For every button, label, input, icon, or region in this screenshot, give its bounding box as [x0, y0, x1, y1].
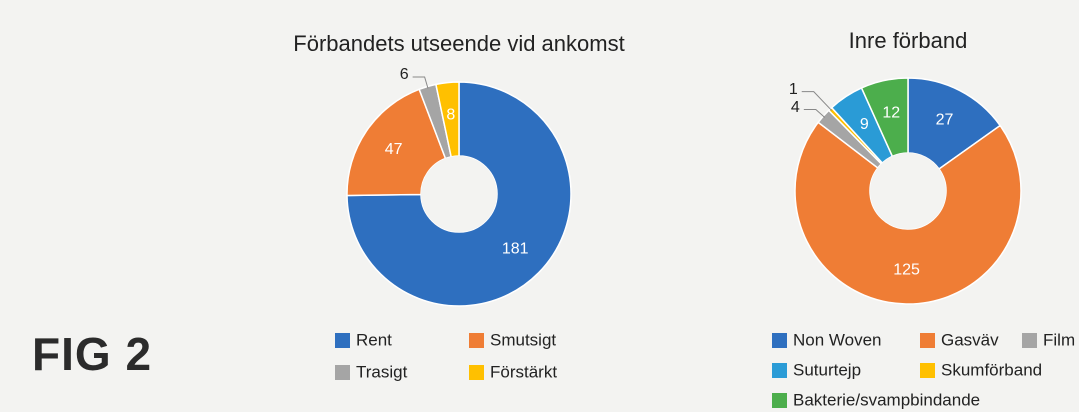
legend-swatch [469, 365, 484, 380]
data-label: 8 [446, 107, 455, 124]
slice [794, 121, 1022, 305]
leader-line [412, 76, 429, 89]
donut-hole [421, 156, 497, 232]
legend-label: Film [1043, 330, 1075, 349]
chart-title: Inre förband [849, 28, 968, 53]
legend-swatch [1022, 333, 1037, 348]
figure-label: FIG 2 [32, 328, 152, 380]
data-label: 27 [936, 112, 954, 129]
legend-swatch [335, 333, 350, 348]
data-label: 47 [385, 141, 403, 158]
legend-label: Skumförband [941, 360, 1042, 379]
legend-label: Rent [356, 330, 392, 349]
data-label: 12 [882, 104, 900, 121]
data-label: 6 [400, 66, 409, 83]
legend-swatch [772, 333, 787, 348]
legend-label: Förstärkt [490, 362, 557, 381]
data-label: 125 [893, 262, 920, 279]
data-label: 181 [502, 241, 529, 258]
leader-line [801, 91, 832, 111]
legend-label: Trasigt [356, 362, 408, 381]
legend-swatch [920, 363, 935, 378]
data-label: 9 [860, 116, 869, 133]
legend-label: Smutsigt [490, 330, 556, 349]
legend-label: Suturtejp [793, 360, 861, 379]
legend-swatch [772, 393, 787, 408]
leader-line [803, 109, 826, 118]
legend-swatch [920, 333, 935, 348]
chart-title: Förbandets utseende vid ankomst [293, 31, 624, 56]
legend-swatch [335, 365, 350, 380]
legend-swatch [469, 333, 484, 348]
data-label: 1 [789, 81, 798, 98]
donut-hole [870, 153, 946, 229]
data-label: 4 [791, 99, 800, 116]
legend-label: Bakterie/svampbindande [793, 390, 980, 409]
legend-label: Gasväv [941, 330, 999, 349]
legend-swatch [772, 363, 787, 378]
legend-label: Non Woven [793, 330, 882, 349]
